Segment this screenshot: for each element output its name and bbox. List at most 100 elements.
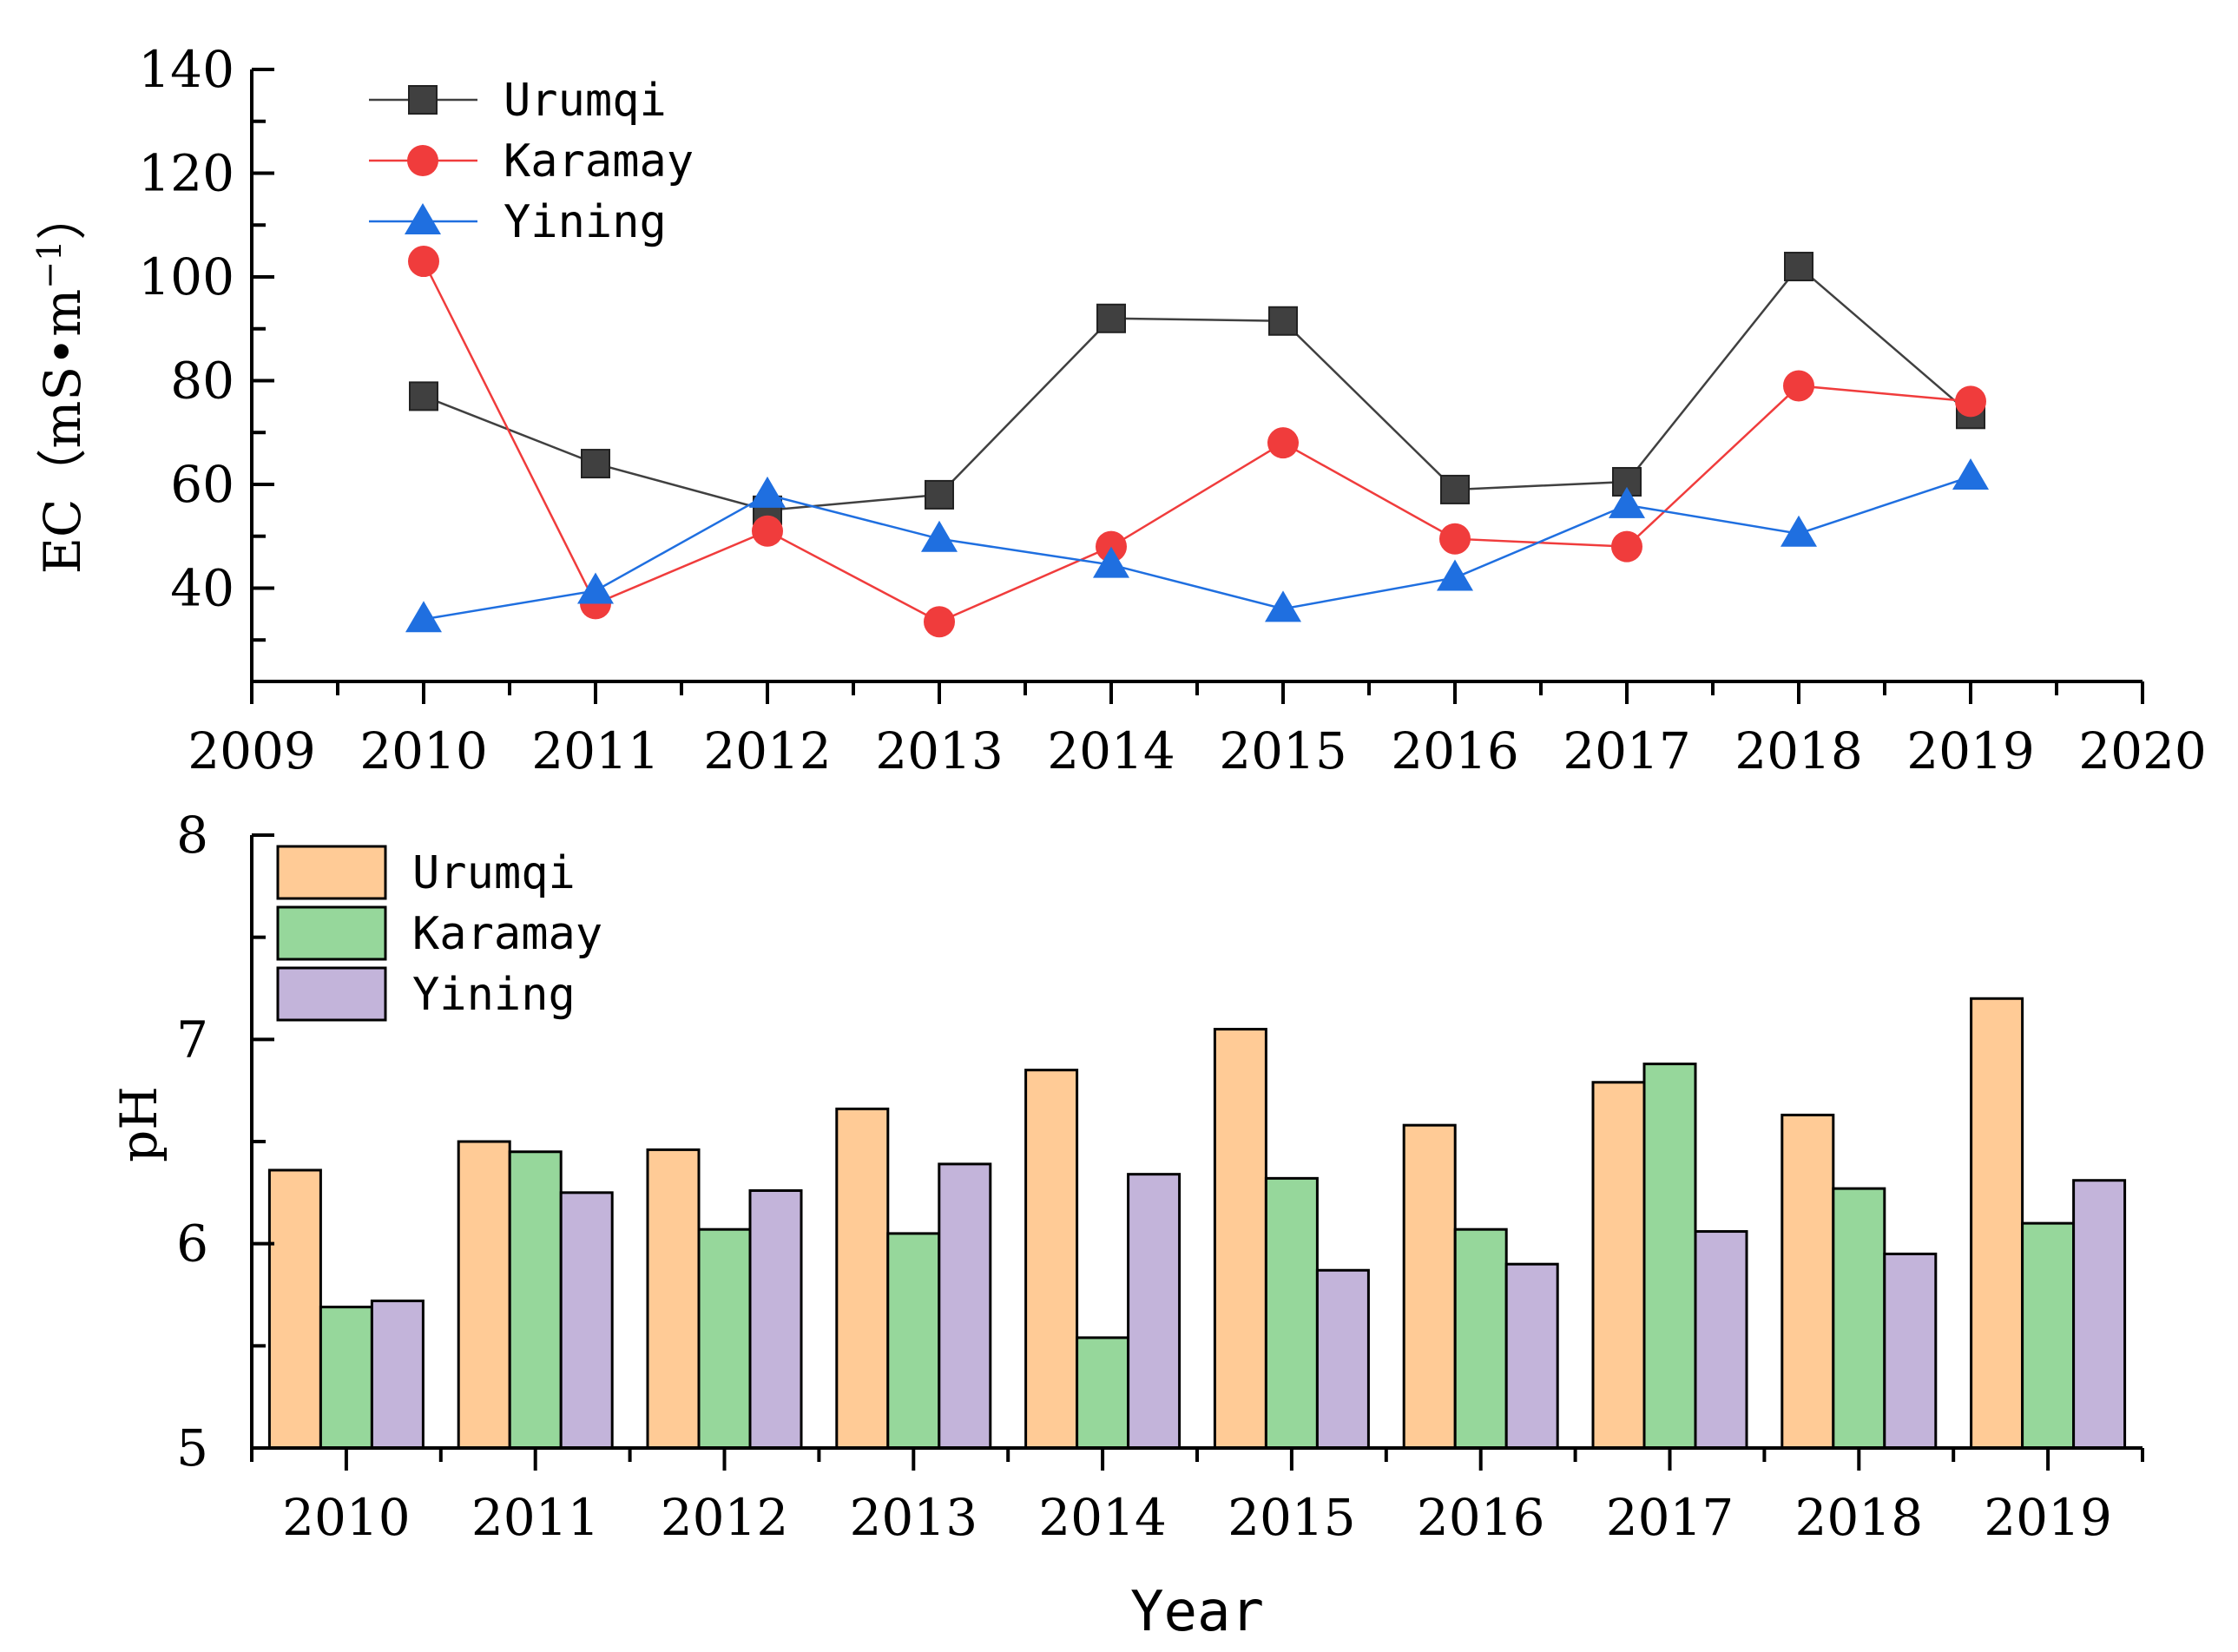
- ph-bar-urumqi-2014: [1024, 1069, 1079, 1450]
- ph-bar-urumqi-2012: [646, 1148, 701, 1450]
- ph-bar-karamay-2012: [697, 1227, 752, 1450]
- ec-x-tick-label-7: 2016: [1391, 721, 1519, 780]
- ph-bar-yining-2013: [938, 1162, 992, 1450]
- ec-point-karamay-2012: [752, 515, 783, 547]
- ph-bar-karamay-2011: [508, 1150, 563, 1450]
- ph-y-tick-label-2: 7: [176, 1010, 208, 1069]
- ph-x-axis-label: Year: [1130, 1580, 1264, 1644]
- ec-legend-marker-urumqi: [408, 85, 438, 115]
- ph-legend-swatch-karamay: [276, 905, 387, 961]
- ec-x-tick-label-4: 2013: [875, 721, 1004, 780]
- ec-point-yining-2012: [749, 476, 786, 508]
- ph-bar-karamay-2018: [1832, 1187, 1886, 1450]
- ph-y-axis-label: pH: [109, 1086, 168, 1162]
- ec-line-chart: 40 60 80 100 120 140 2009 2010 2011 2012 2013 2014 2…: [30, 40, 2207, 780]
- ph-bar-chart: 5 6 7 8 2010 2011 2012 2013 2014 2015 2016 2017 2018…: [109, 806, 2144, 1644]
- ec-point-yining-2019: [1952, 458, 1989, 490]
- ph-x-tick-label-2014: 2014: [1038, 1488, 1167, 1547]
- ph-x-tick-label-2019: 2019: [1984, 1488, 2112, 1547]
- ec-y-tick-label-3: 100: [138, 247, 234, 306]
- ec-line-karamay: [422, 260, 1971, 623]
- ph-bar-urumqi-2011: [457, 1140, 511, 1450]
- ec-point-yining-2010: [405, 601, 442, 633]
- ec-point-karamay-2017: [1611, 530, 1642, 563]
- ec-point-urumqi-2015: [1268, 306, 1298, 336]
- ec-y-tick-label-5: 140: [138, 40, 234, 99]
- ph-bar-urumqi-2019: [1970, 997, 2024, 1450]
- ph-legend-swatch-urumqi: [276, 845, 387, 900]
- ec-y-axis-label: EC（mS•m−1）: [30, 190, 92, 575]
- ph-bar-urumqi-2010: [267, 1168, 322, 1450]
- ec-line-urumqi: [423, 265, 1971, 512]
- ec-point-urumqi-2014: [1096, 303, 1126, 333]
- ec-x-tick-label-1: 2010: [359, 721, 488, 780]
- ec-y-tick-label-2: 80: [170, 351, 234, 410]
- ph-x-tick-label-2012: 2012: [661, 1488, 789, 1547]
- ec-point-urumqi-2011: [581, 449, 610, 479]
- ph-legend-label-karamay: Karamay: [412, 908, 602, 960]
- ph-x-tick-label-2013: 2013: [849, 1488, 977, 1547]
- ph-x-tick-label-2018: 2018: [1794, 1488, 1923, 1547]
- ph-legend-swatch-yining: [276, 966, 387, 1022]
- ec-point-yining-2016: [1437, 559, 1473, 591]
- ec-point-urumqi-2013: [925, 479, 954, 510]
- ph-legend-label-yining: Yining: [412, 969, 576, 1021]
- ec-x-tick-label-11: 2020: [2078, 721, 2207, 780]
- ec-point-yining-2017: [1609, 486, 1645, 518]
- ph-bar-urumqi-2015: [1213, 1028, 1267, 1450]
- ph-bar-yining-2014: [1127, 1173, 1182, 1450]
- ph-y-tick-label-0: 5: [176, 1418, 208, 1478]
- ph-bar-karamay-2015: [1264, 1176, 1319, 1450]
- ec-point-karamay-2019: [1955, 385, 1986, 418]
- ph-bar-yining-2011: [559, 1191, 614, 1450]
- ec-point-yining-2011: [577, 572, 614, 604]
- ph-bar-yining-2012: [748, 1188, 803, 1450]
- ec-point-urumqi-2016: [1440, 474, 1470, 504]
- ph-x-tick-label-2015: 2015: [1228, 1488, 1356, 1547]
- ec-x-tick-label-10: 2019: [1906, 721, 2035, 780]
- ec-point-yining-2014: [1093, 546, 1129, 578]
- ph-bar-karamay-2013: [886, 1232, 941, 1450]
- ec-point-urumqi-2010: [409, 381, 438, 411]
- ec-line-yining: [423, 475, 1971, 621]
- ph-legend-label-urumqi: Urumqi: [412, 847, 576, 899]
- ph-x-tick-label-2011: 2011: [471, 1488, 600, 1547]
- ec-point-urumqi-2018: [1784, 252, 1813, 282]
- ec-legend-marker-karamay: [407, 145, 438, 176]
- ph-bar-urumqi-2018: [1781, 1113, 1835, 1450]
- ec-x-tick-label-5: 2014: [1047, 721, 1175, 780]
- ec-legend-marker-yining: [405, 203, 441, 234]
- ph-bar-yining-2015: [1315, 1268, 1370, 1450]
- ec-point-karamay-2016: [1439, 523, 1471, 555]
- ph-bar-yining-2010: [370, 1300, 425, 1450]
- ec-x-tick-label-2: 2011: [531, 721, 660, 780]
- ec-y-tick-label-1: 60: [170, 455, 234, 514]
- ec-point-karamay-2013: [924, 606, 955, 638]
- ph-bar-yining-2019: [2072, 1179, 2127, 1450]
- ph-x-tick-label-2010: 2010: [282, 1488, 411, 1547]
- ec-legend-label-yining: Yining: [504, 196, 667, 248]
- ec-point-yining-2018: [1781, 515, 1817, 547]
- ec-legend-label-urumqi: Urumqi: [504, 75, 667, 127]
- ec-x-tick-label-9: 2018: [1734, 721, 1863, 780]
- ec-y-tick-label-4: 120: [138, 143, 234, 202]
- ph-bar-urumqi-2016: [1402, 1123, 1457, 1450]
- ec-y-tick-label-0: 40: [170, 558, 234, 617]
- ph-bar-urumqi-2013: [835, 1107, 890, 1450]
- ph-bar-yining-2017: [1694, 1230, 1748, 1450]
- ph-x-tick-label-2017: 2017: [1606, 1488, 1734, 1547]
- ph-x-tick-label-2016: 2016: [1417, 1488, 1545, 1547]
- ph-bar-yining-2018: [1883, 1252, 1938, 1450]
- ec-point-yining-2013: [921, 520, 958, 552]
- ec-x-tick-label-0: 2009: [188, 721, 316, 780]
- ec-point-yining-2015: [1265, 590, 1301, 622]
- ec-x-tick-label-6: 2015: [1219, 721, 1347, 780]
- ph-bar-karamay-2019: [2021, 1221, 2076, 1450]
- ec-x-tick-label-3: 2012: [703, 721, 832, 780]
- ph-bar-karamay-2010: [319, 1306, 373, 1450]
- ph-y-tick-label-3: 8: [176, 806, 208, 865]
- ph-bar-karamay-2017: [1642, 1063, 1697, 1450]
- ph-bar-karamay-2014: [1076, 1336, 1130, 1450]
